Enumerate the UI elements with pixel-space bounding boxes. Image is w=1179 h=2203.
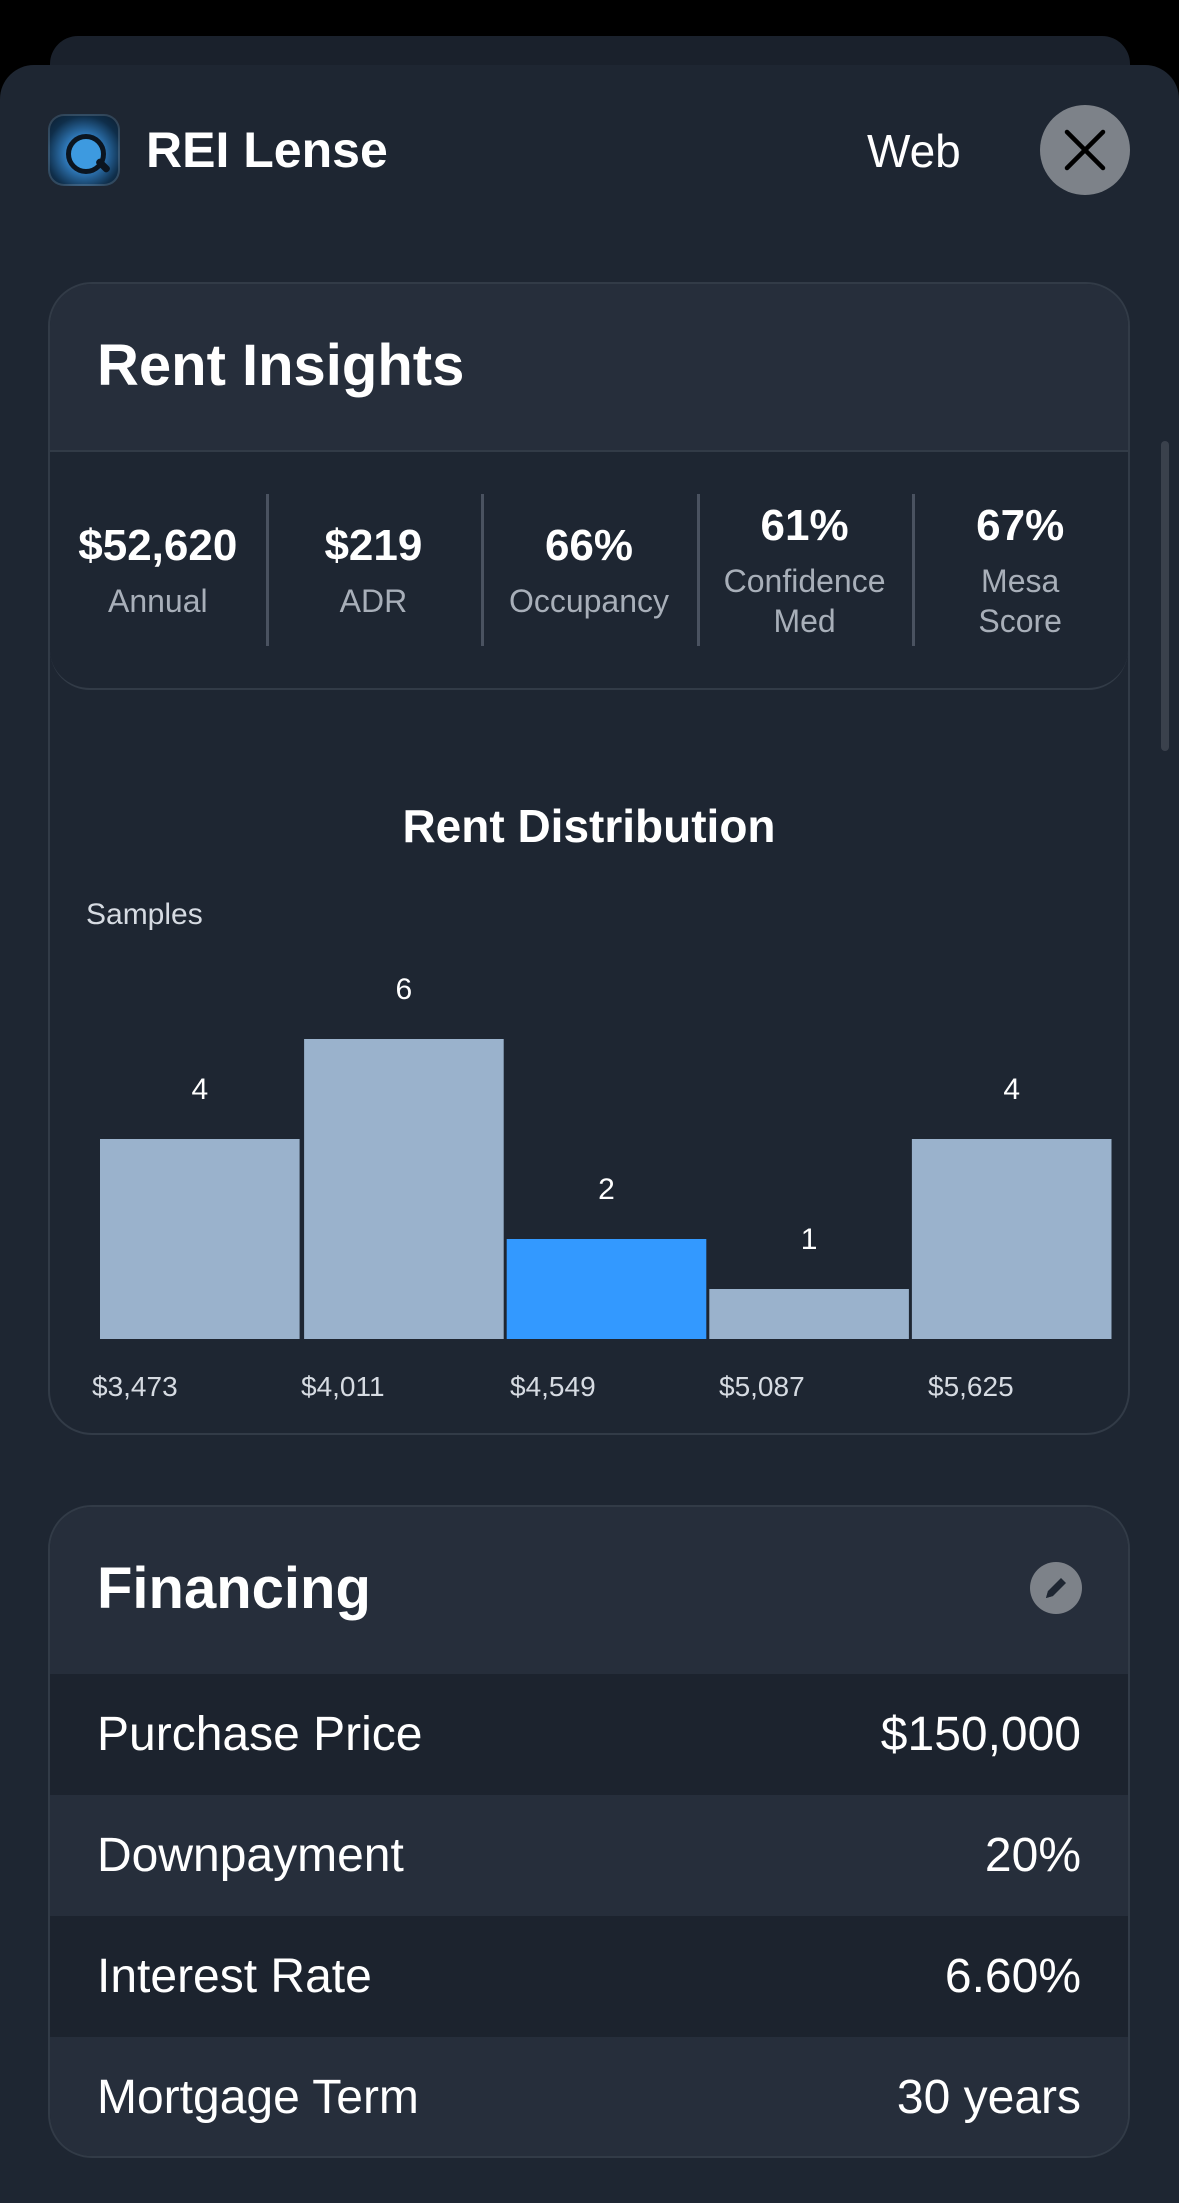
bar-value-label: 4 (191, 1073, 208, 1106)
stat-adr: $219 ADR (265, 452, 482, 688)
stat-confidence: 61% Confidence Med (696, 452, 913, 688)
financing-header: Financing (50, 1507, 1128, 1674)
financing-row-purchase-price[interactable]: Purchase Price $150,000 (50, 1674, 1128, 1795)
row-label: Interest Rate (97, 1950, 372, 2003)
stats-row: $52,620 Annual $219 ADR 66% Occupancy 61… (50, 452, 1128, 690)
stat-value: 61% (760, 501, 849, 550)
x-tick-label: $5,087 (719, 1371, 805, 1402)
bar-value-label: 6 (396, 973, 413, 1006)
financing-row-downpayment[interactable]: Downpayment 20% (50, 1795, 1128, 1916)
stat-label: Annual (107, 583, 208, 619)
financing-title: Financing (97, 1556, 371, 1621)
bar-value-label: 1 (801, 1223, 818, 1256)
web-link[interactable]: Web (867, 125, 961, 177)
bar-value-label: 2 (598, 1173, 615, 1206)
histogram-bar[interactable] (304, 1039, 504, 1339)
x-tick-label: $5,625 (928, 1371, 1014, 1402)
rent-insights-card: Rent Insights $52,620 Annual $219 ADR 66… (48, 282, 1130, 1435)
stat-mesa-score: 67% Mesa Score (912, 452, 1128, 688)
rent-insights-header: Rent Insights (50, 284, 1128, 452)
row-value: 30 years (896, 2071, 1081, 2124)
stat-value: $219 (324, 521, 423, 570)
scrollbar[interactable] (1161, 441, 1169, 751)
row-label: Purchase Price (97, 1708, 423, 1761)
financing-card: Financing Purchase Price $150,000 Downpa… (48, 1505, 1130, 2158)
close-button[interactable] (1040, 105, 1130, 195)
row-value: 20% (984, 1829, 1081, 1882)
y-axis-label: Samples (86, 898, 203, 931)
stat-label: Confidence Med (723, 563, 886, 639)
row-value: 6.60% (944, 1950, 1081, 2003)
stat-occupancy: 66% Occupancy (481, 452, 697, 688)
x-tick-label: $3,473 (92, 1371, 178, 1402)
x-tick-label: $4,549 (510, 1371, 596, 1402)
rent-insights-title: Rent Insights (97, 333, 465, 398)
rent-distribution-chart: Samples 4 6 2 1 4 $3,473 $4,011 $4,549 $5,087 $5,… (86, 898, 1112, 1402)
x-tick-label: $4,011 (301, 1371, 385, 1402)
stat-label: Mesa Score (978, 563, 1062, 639)
app-logo-icon (48, 114, 120, 186)
histogram-bar[interactable] (709, 1289, 909, 1339)
financing-row-interest-rate[interactable]: Interest Rate 6.60% (50, 1916, 1128, 2037)
row-label: Mortgage Term (97, 2071, 419, 2124)
stat-value: 66% (544, 521, 634, 570)
edit-financing-button[interactable] (1030, 1562, 1082, 1614)
row-label: Downpayment (97, 1829, 404, 1882)
pencil-icon (1046, 1578, 1066, 1598)
row-value: $150,000 (880, 1708, 1081, 1761)
stat-label: Occupancy (508, 583, 670, 619)
stat-label: ADR (339, 583, 408, 619)
app-sheet: REI Lense Web Rent Insights $52,620 Annu… (0, 65, 1179, 2203)
histogram-bar[interactable] (100, 1139, 300, 1339)
chart-title: Rent Distribution (402, 800, 776, 852)
bar-value-label: 4 (1003, 1073, 1020, 1106)
histogram-bar[interactable] (911, 1139, 1112, 1339)
close-icon (1064, 129, 1106, 171)
stat-annual: $52,620 Annual (50, 452, 266, 688)
stat-value: 67% (976, 501, 1065, 550)
stat-value: $52,620 (78, 521, 238, 570)
app-title: REI Lense (146, 122, 388, 178)
histogram-bar[interactable] (506, 1239, 707, 1339)
financing-row-mortgage-term[interactable]: Mortgage Term 30 years (50, 2037, 1128, 2156)
